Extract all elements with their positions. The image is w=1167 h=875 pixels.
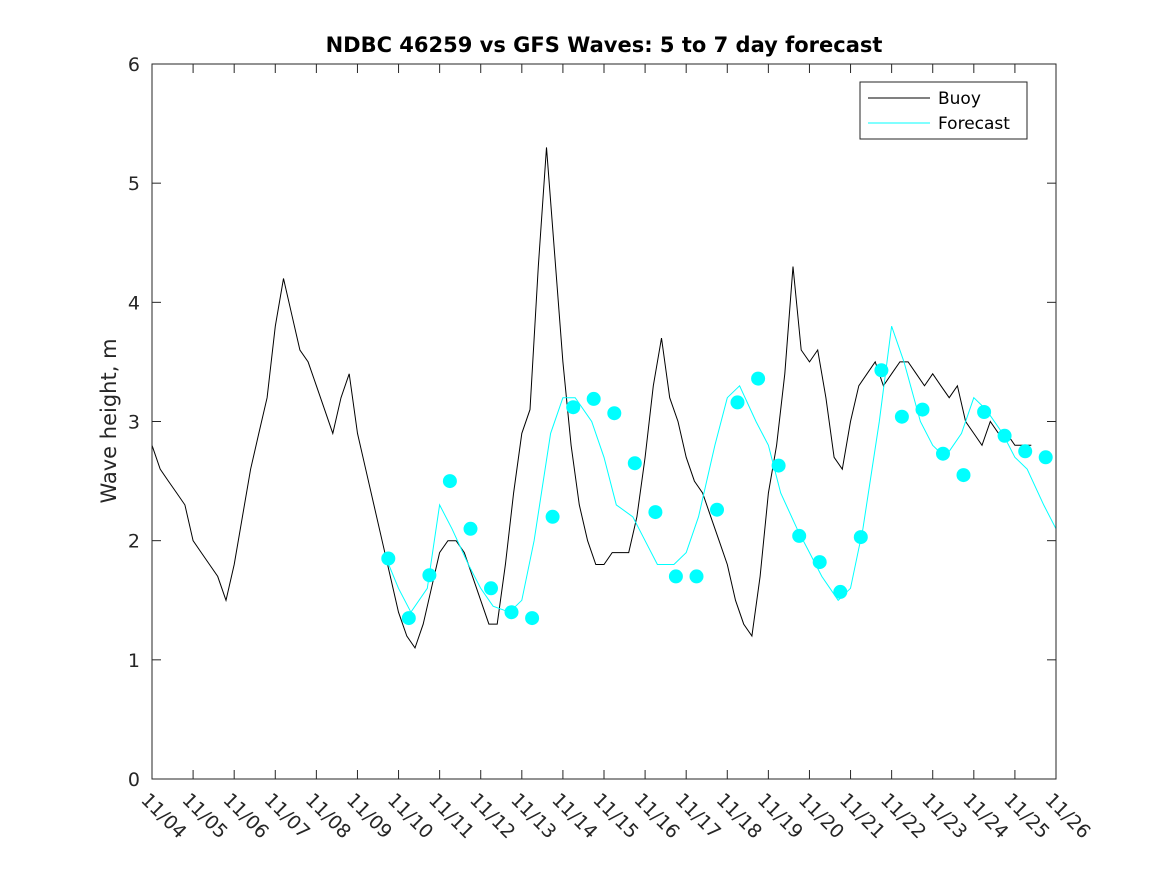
forecast-marker <box>607 406 622 421</box>
forecast-marker <box>648 505 663 520</box>
forecast-marker <box>1038 450 1053 465</box>
y-tick-label: 1 <box>128 650 140 672</box>
forecast-marker <box>751 371 766 386</box>
forecast-marker <box>586 391 601 406</box>
forecast-marker <box>401 611 416 626</box>
forecast-marker <box>668 569 683 584</box>
forecast-marker <box>689 569 704 584</box>
y-tick-label: 4 <box>128 292 140 314</box>
forecast-marker <box>504 605 519 620</box>
forecast-marker <box>710 502 724 517</box>
y-axis-label: Wave height, m <box>97 338 121 503</box>
legend: Buoy Forecast <box>859 81 1028 140</box>
forecast-marker <box>422 568 437 583</box>
forecast-marker <box>545 509 560 524</box>
y-axis: 0 1 2 3 4 5 6 <box>128 54 1056 791</box>
forecast-marker <box>894 409 909 424</box>
forecast-marker <box>874 363 889 378</box>
y-tick-label: 0 <box>128 769 140 791</box>
forecast-markers <box>381 363 1053 626</box>
forecast-marker <box>997 428 1012 443</box>
y-tick-label: 6 <box>128 54 140 76</box>
forecast-marker <box>853 530 868 545</box>
legend-forecast-label: Forecast <box>938 114 1010 134</box>
y-tick-label: 2 <box>128 531 140 553</box>
forecast-marker <box>977 405 992 419</box>
forecast-marker <box>812 555 827 570</box>
forecast-marker <box>771 458 786 473</box>
legend-box <box>859 81 1028 140</box>
plot-border <box>151 63 1057 780</box>
forecast-marker <box>627 456 642 471</box>
forecast-marker <box>936 446 950 461</box>
y-tick-label: 5 <box>128 173 140 195</box>
forecast-marker <box>915 402 930 417</box>
forecast-marker <box>730 395 745 410</box>
forecast-marker <box>525 611 540 626</box>
forecast-marker <box>381 551 396 566</box>
forecast-marker <box>1018 444 1033 459</box>
y-tick-label: 3 <box>128 412 140 434</box>
forecast-marker <box>442 474 457 489</box>
forecast-marker <box>792 528 807 543</box>
forecast-marker <box>833 584 848 599</box>
legend-buoy-label: Buoy <box>938 89 981 109</box>
forecast-marker <box>484 581 498 596</box>
series-line-buoy <box>151 147 1032 649</box>
forecast-marker <box>956 468 971 483</box>
chart-title: NDBC 46259 vs GFS Waves: 5 to 7 day fore… <box>326 33 883 57</box>
forecast-marker <box>566 400 581 415</box>
forecast-marker <box>463 521 478 536</box>
